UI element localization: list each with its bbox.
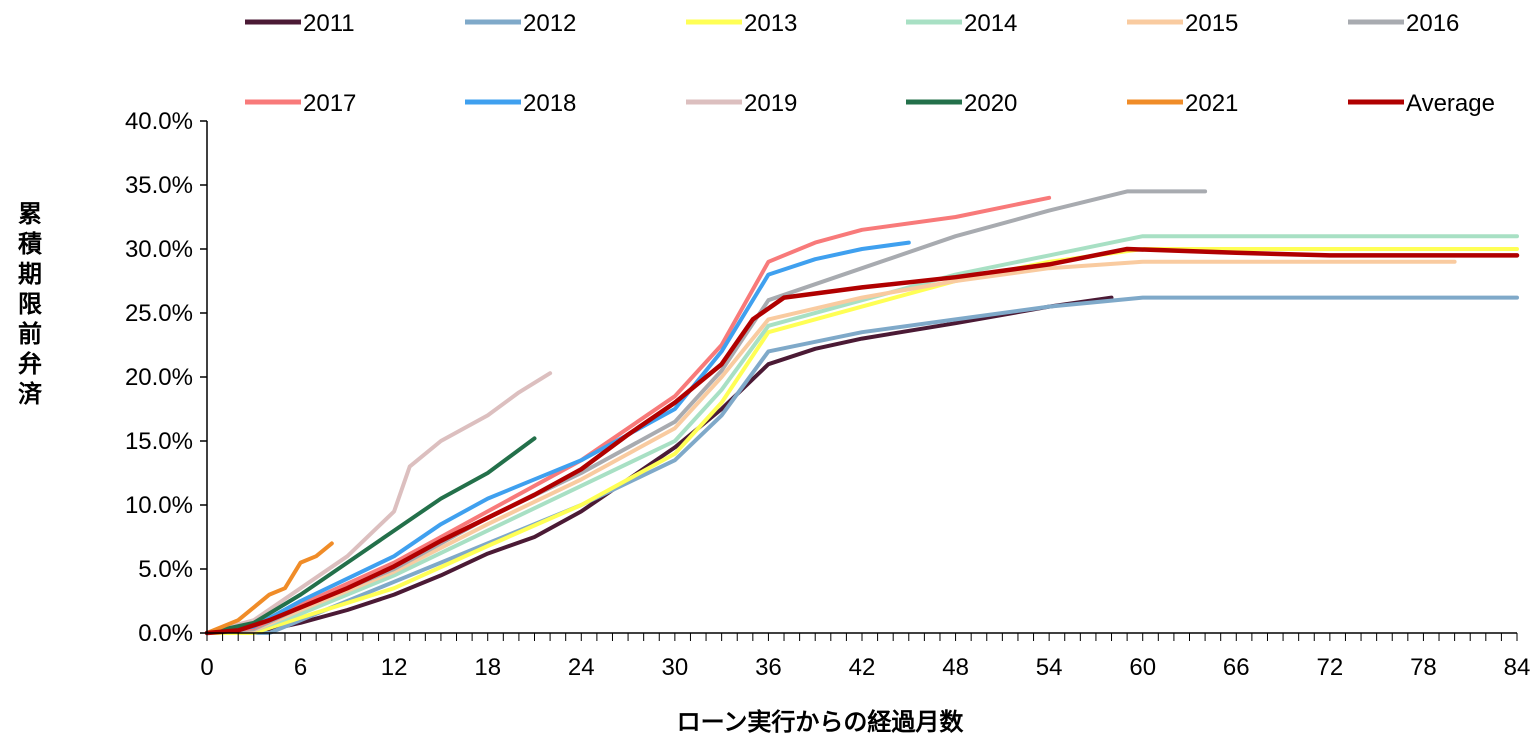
x-tick-label: 84 (1504, 654, 1531, 681)
legend-label-2020: 2020 (964, 90, 1017, 117)
x-tick-label: 18 (474, 654, 501, 681)
legend-label-2019: 2019 (744, 90, 797, 117)
x-tick-label: 48 (942, 654, 969, 681)
y-axis-ticks: 0.0% 5.0% 10.0% 15.0% 20.0% 25.0% 30.0% 35.0% 40… (125, 108, 207, 647)
legend-label-2013: 2013 (744, 10, 797, 37)
series-line-2019 (205, 371, 553, 635)
x-tick-label: 78 (1410, 654, 1437, 681)
x-tick-label: 6 (294, 654, 307, 681)
series-line-2017 (205, 195, 1052, 635)
legend-label-2011: 2011 (303, 10, 355, 37)
legend-label-average: Average (1406, 90, 1495, 117)
legend-label-2015: 2015 (1185, 10, 1238, 37)
x-tick-label: 42 (849, 654, 876, 681)
series-line-2018 (205, 240, 911, 635)
x-tick-label: 60 (1129, 654, 1156, 681)
legend: 2011 2012 2013 2014 2015 2016 2017 2018 2019 2020… (245, 10, 1495, 117)
plot-area (204, 189, 1520, 636)
legend-label-2014: 2014 (964, 10, 1017, 37)
y-tick-label: 15.0% (125, 428, 193, 455)
x-tick-label: 24 (568, 654, 595, 681)
series-line-2013 (205, 247, 1519, 635)
x-tick-label: 36 (755, 654, 782, 681)
series-line-average (204, 246, 1520, 636)
y-tick-label: 0.0% (138, 620, 193, 647)
x-tick-label: 66 (1223, 654, 1250, 681)
y-tick-label: 35.0% (125, 172, 193, 199)
x-tick-label: 30 (662, 654, 689, 681)
series-line-2020 (205, 436, 537, 635)
y-tick-label: 10.0% (125, 492, 193, 519)
y-tick-label: 40.0% (125, 108, 193, 135)
y-tick-label: 20.0% (125, 364, 193, 391)
series-line-2015 (205, 259, 1457, 635)
series-line-2021 (205, 541, 334, 635)
legend-label-2018: 2018 (523, 90, 576, 117)
y-axis-title: 累積期限前弁済 (18, 200, 43, 408)
series-line-2014 (205, 234, 1519, 635)
legend-label-2017: 2017 (303, 90, 356, 117)
series-line-2016 (205, 189, 1208, 635)
legend-label-2012: 2012 (523, 10, 576, 37)
x-tick-label: 12 (381, 654, 408, 681)
y-tick-label: 30.0% (125, 236, 193, 263)
y-tick-label: 5.0% (138, 556, 193, 583)
x-tick-label: 54 (1036, 654, 1063, 681)
x-axis-ticks: 0 6 12 18 24 30 36 42 48 54 60 66 72 78 84 (200, 633, 1530, 681)
x-tick-label: 0 (200, 654, 213, 681)
y-tick-label: 25.0% (125, 300, 193, 327)
legend-label-2021: 2021 (1185, 90, 1238, 117)
x-tick-label: 72 (1317, 654, 1344, 681)
x-axis-title: ローン実行からの経過月数 (677, 708, 965, 736)
legend-label-2016: 2016 (1406, 10, 1459, 37)
